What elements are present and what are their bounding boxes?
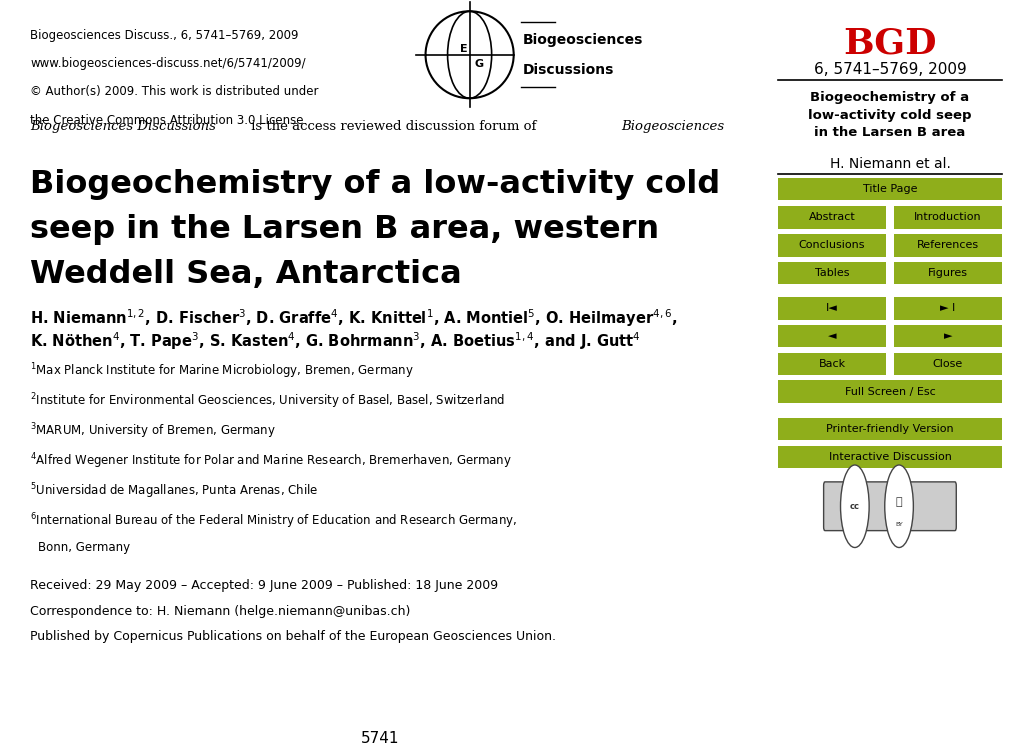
FancyBboxPatch shape — [777, 380, 1001, 403]
Text: Tables: Tables — [814, 268, 849, 278]
Text: © Author(s) 2009. This work is distributed under: © Author(s) 2009. This work is distribut… — [31, 86, 319, 98]
FancyBboxPatch shape — [822, 482, 956, 531]
FancyBboxPatch shape — [893, 352, 1001, 375]
FancyBboxPatch shape — [893, 234, 1001, 256]
Text: ◄: ◄ — [827, 331, 836, 341]
Text: G: G — [474, 58, 483, 69]
Text: seep in the Larsen B area, western: seep in the Larsen B area, western — [31, 214, 659, 244]
FancyBboxPatch shape — [777, 297, 886, 320]
FancyBboxPatch shape — [777, 446, 1001, 468]
Text: ►: ► — [943, 331, 951, 341]
Text: 6, 5741–5769, 2009: 6, 5741–5769, 2009 — [813, 62, 965, 76]
FancyBboxPatch shape — [893, 325, 1001, 347]
Text: Abstract: Abstract — [808, 212, 855, 223]
Text: $^5$Universidad de Magallanes, Punta Arenas, Chile: $^5$Universidad de Magallanes, Punta Are… — [31, 482, 318, 501]
Text: ⓘ: ⓘ — [895, 497, 902, 508]
Text: www.biogeosciences-discuss.net/6/5741/2009/: www.biogeosciences-discuss.net/6/5741/20… — [31, 57, 306, 70]
Text: Biogeosciences: Biogeosciences — [523, 33, 643, 46]
Text: cc: cc — [849, 502, 859, 511]
Text: Biogeochemistry of a low-activity cold: Biogeochemistry of a low-activity cold — [31, 169, 720, 200]
Text: is the access reviewed discussion forum of: is the access reviewed discussion forum … — [247, 120, 540, 133]
Text: References: References — [916, 240, 978, 250]
FancyBboxPatch shape — [893, 297, 1001, 320]
Text: $^2$Institute for Environmental Geosciences, University of Basel, Basel, Switzer: $^2$Institute for Environmental Geoscien… — [31, 392, 505, 411]
Text: Figures: Figures — [927, 268, 967, 278]
Text: Published by Copernicus Publications on behalf of the European Geosciences Union: Published by Copernicus Publications on … — [31, 630, 555, 643]
FancyBboxPatch shape — [777, 325, 886, 347]
Text: E: E — [460, 44, 467, 54]
Text: K. Nöthen$^4$, T. Pape$^3$, S. Kasten$^4$, G. Bohrmann$^3$, A. Boetius$^{1,4}$, : K. Nöthen$^4$, T. Pape$^3$, S. Kasten$^4… — [31, 330, 640, 352]
Text: Weddell Sea, Antarctica: Weddell Sea, Antarctica — [31, 259, 462, 290]
Text: $^4$Alfred Wegener Institute for Polar and Marine Research, Bremerhaven, Germany: $^4$Alfred Wegener Institute for Polar a… — [31, 452, 512, 471]
Text: Close: Close — [931, 358, 962, 369]
Text: $^3$MARUM, University of Bremen, Germany: $^3$MARUM, University of Bremen, Germany — [31, 422, 276, 441]
FancyBboxPatch shape — [777, 262, 886, 284]
Text: Conclusions: Conclusions — [798, 240, 864, 250]
FancyBboxPatch shape — [893, 262, 1001, 284]
FancyBboxPatch shape — [777, 234, 886, 256]
FancyBboxPatch shape — [777, 206, 886, 229]
Text: Introduction: Introduction — [913, 212, 980, 223]
Text: $^1$Max Planck Institute for Marine Microbiology, Bremen, Germany: $^1$Max Planck Institute for Marine Micr… — [31, 362, 414, 381]
Text: the Creative Commons Attribution 3.0 License.: the Creative Commons Attribution 3.0 Lic… — [31, 114, 308, 127]
Text: 5741: 5741 — [361, 731, 398, 746]
Text: Biogeosciences Discussions: Biogeosciences Discussions — [31, 120, 216, 133]
Text: Full Screen / Esc: Full Screen / Esc — [844, 386, 934, 397]
FancyBboxPatch shape — [777, 352, 886, 375]
Text: ► I: ► I — [940, 303, 955, 313]
Text: Biogeochemistry of a
low-activity cold seep
in the Larsen B area: Biogeochemistry of a low-activity cold s… — [807, 92, 971, 139]
Text: $^6$International Bureau of the Federal Ministry of Education and Research Germa: $^6$International Bureau of the Federal … — [31, 512, 517, 531]
FancyBboxPatch shape — [777, 418, 1001, 440]
Text: I◄: I◄ — [825, 303, 838, 313]
Circle shape — [840, 465, 868, 548]
Text: H. Niemann$^{1,2}$, D. Fischer$^3$, D. Graffe$^4$, K. Knittel$^1$, A. Montiel$^5: H. Niemann$^{1,2}$, D. Fischer$^3$, D. G… — [31, 308, 678, 329]
Text: Biogeosciences Discuss., 6, 5741–5769, 2009: Biogeosciences Discuss., 6, 5741–5769, 2… — [31, 28, 299, 41]
Circle shape — [883, 465, 912, 548]
FancyBboxPatch shape — [893, 206, 1001, 229]
Text: Received: 29 May 2009 – Accepted: 9 June 2009 – Published: 18 June 2009: Received: 29 May 2009 – Accepted: 9 June… — [31, 579, 498, 592]
Text: Title Page: Title Page — [862, 184, 916, 194]
Text: BY: BY — [895, 523, 902, 527]
Text: BGD: BGD — [843, 26, 935, 60]
Text: Printer-friendly Version: Printer-friendly Version — [825, 424, 953, 434]
FancyBboxPatch shape — [777, 178, 1001, 200]
Text: Bonn, Germany: Bonn, Germany — [38, 542, 130, 554]
Text: Correspondence to: H. Niemann (helge.niemann@unibas.ch): Correspondence to: H. Niemann (helge.nie… — [31, 604, 411, 617]
Text: Interactive Discussion: Interactive Discussion — [827, 452, 951, 462]
Text: H. Niemann et al.: H. Niemann et al. — [828, 158, 950, 172]
Text: Biogeosciences: Biogeosciences — [621, 120, 725, 133]
Text: Back: Back — [817, 358, 845, 369]
Text: Discussions: Discussions — [523, 63, 613, 76]
